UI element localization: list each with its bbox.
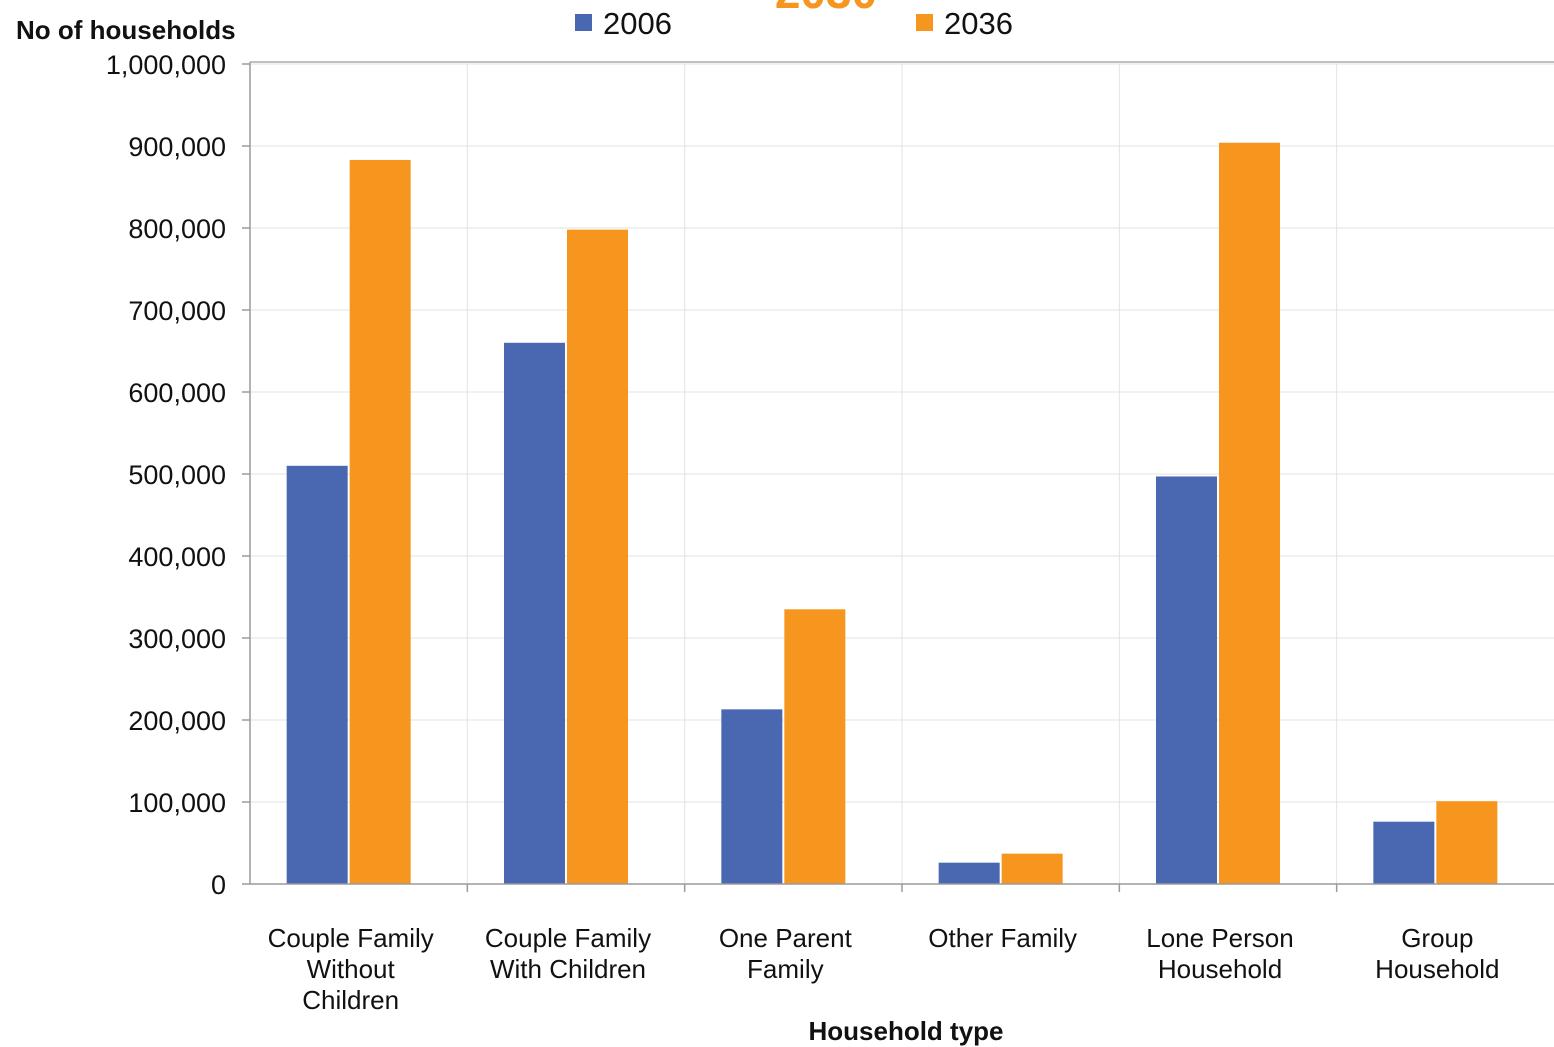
y-tick-label: 700,000 <box>128 296 226 326</box>
partial-title: 2030 <box>775 0 877 18</box>
y-axis-title: No of households <box>16 15 236 45</box>
bar-2006-1 <box>504 342 565 884</box>
x-category-label: With Children <box>490 954 646 984</box>
x-category-label: Household <box>1158 954 1282 984</box>
x-category-label: Family <box>747 954 824 984</box>
bar-2006-4 <box>1156 476 1217 884</box>
x-category-label: Without <box>307 954 396 984</box>
y-tick-label: 900,000 <box>128 132 226 162</box>
y-tick-label: 400,000 <box>128 542 226 572</box>
y-tick-label: 600,000 <box>128 378 226 408</box>
legend: 2006 2036 <box>575 6 1013 41</box>
legend-swatch-2006 <box>575 14 592 31</box>
bar-2006-3 <box>938 862 1000 884</box>
y-tick-label: 300,000 <box>128 624 226 654</box>
bar-2036-0 <box>349 159 411 884</box>
axes <box>249 61 1554 892</box>
x-axis-title: Household type <box>808 1016 1003 1046</box>
x-category-label: One Parent <box>719 923 853 953</box>
bar-2036-3 <box>1001 853 1063 884</box>
x-category-label: Group <box>1401 923 1473 953</box>
grid-lines <box>250 63 1554 884</box>
y-tick-label: 800,000 <box>128 214 226 244</box>
y-tick-label: 0 <box>211 870 226 900</box>
bar-2036-5 <box>1436 801 1498 884</box>
x-category-label: Children <box>302 985 399 1015</box>
y-axis-ticks: 0 100,000 200,000 300,000 400,000 500,000 600,… <box>106 50 250 900</box>
bar-2036-1 <box>567 229 628 884</box>
bar-2006-2 <box>721 709 783 884</box>
legend-label-2006: 2006 <box>603 6 672 41</box>
bar-2006-0 <box>286 465 348 884</box>
x-category-label: Couple Family <box>485 923 651 953</box>
legend-swatch-2036 <box>916 14 933 31</box>
y-tick-label: 1,000,000 <box>106 50 226 80</box>
y-tick-label: 500,000 <box>128 460 226 490</box>
bar-2036-4 <box>1219 142 1280 885</box>
y-tick-label: 100,000 <box>128 788 226 818</box>
legend-label-2036: 2036 <box>944 6 1013 41</box>
bar-2036-2 <box>784 609 846 884</box>
bars <box>286 142 1498 885</box>
x-category-label: Other Family <box>928 923 1077 953</box>
bar-2006-5 <box>1373 821 1435 884</box>
x-category-label: Couple Family <box>268 923 434 953</box>
x-category-label: Household <box>1375 954 1499 984</box>
x-category-label: Lone Person <box>1146 923 1293 953</box>
y-tick-label: 200,000 <box>128 706 226 736</box>
